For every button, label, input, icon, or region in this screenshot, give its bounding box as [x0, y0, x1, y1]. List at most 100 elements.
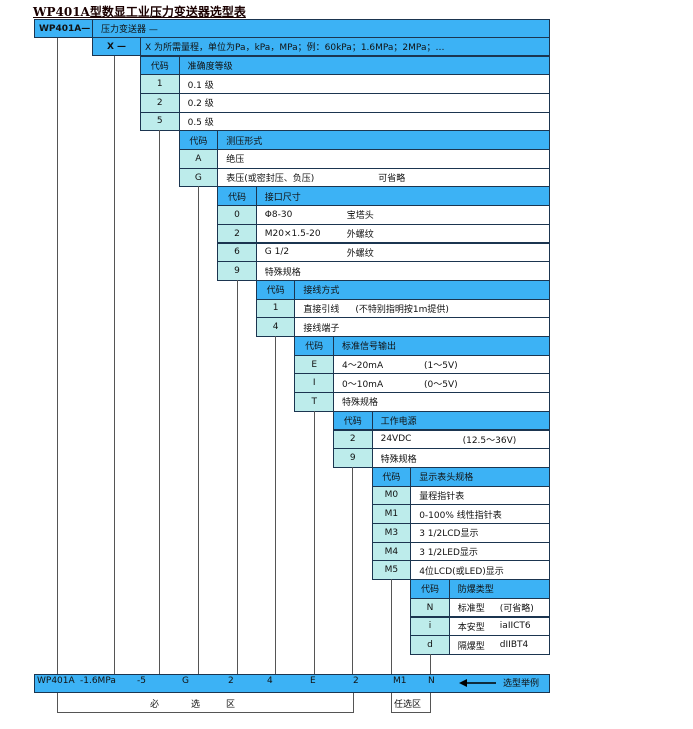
- option-desc: 表压(或密封压、负压) 可省略: [218, 167, 550, 188]
- page-title: WP401A型数显工业压力变送器选型表: [33, 5, 246, 19]
- option-text: 3 1/2LED显示: [419, 548, 478, 559]
- option-desc: 0-100% 线性指针表: [411, 504, 550, 524]
- option-desc: 4位LCD(或LED)显示: [411, 560, 550, 581]
- example-code: WP401A: [37, 676, 75, 686]
- option-text: G 1/2: [264, 247, 290, 258]
- option-text: 0.1 级: [187, 80, 214, 91]
- option-note: (0～5V): [424, 379, 458, 390]
- option-text: 接线端子: [303, 323, 340, 334]
- option-text: 特殊规格: [380, 454, 417, 465]
- option-text: 特殊规格: [342, 398, 379, 409]
- option-text: 绝压: [226, 155, 245, 166]
- option-code: I: [294, 373, 334, 394]
- example-code: G: [182, 676, 189, 686]
- option-code: 4: [255, 317, 296, 337]
- block-title: 接线方式: [294, 279, 550, 300]
- option-desc: 量程指针表: [411, 485, 550, 506]
- required-zone-char: 区: [226, 700, 236, 710]
- block-title: 接口尺寸: [255, 186, 550, 207]
- option-desc: G 1/2 外螺纹: [256, 242, 550, 263]
- option-text: 0.2 级: [187, 99, 214, 110]
- connector-line: [275, 336, 276, 674]
- option-desc: 0.1 级: [179, 74, 550, 94]
- example-code: M1: [393, 676, 407, 686]
- code-header: 代码: [217, 186, 257, 207]
- connector-line: [237, 279, 238, 674]
- option-desc: 本安型 iaIICT6: [449, 616, 550, 637]
- option-code: A: [178, 149, 219, 169]
- code-header: 代码: [294, 336, 334, 356]
- option-note: dIIBT4: [499, 640, 529, 651]
- option-desc: 特殊规格: [372, 448, 550, 468]
- option-text: 0.5 级: [187, 117, 214, 128]
- option-code: 5: [140, 111, 180, 132]
- option-note: 可省略: [378, 174, 406, 185]
- option-code: T: [294, 392, 334, 412]
- example-code: 2: [228, 676, 234, 686]
- option-text: 3 1/2LCD显示: [419, 529, 479, 540]
- option-note: 外螺纹: [346, 230, 374, 241]
- block-title: 防爆类型: [448, 579, 550, 599]
- range-code: X —: [92, 37, 141, 56]
- option-desc: 0.2 级: [179, 92, 550, 113]
- option-text: 0-100% 线性指针表: [419, 510, 502, 521]
- option-text: 本安型: [457, 622, 485, 633]
- example-bar: [34, 674, 550, 693]
- model-code: WP401A—: [34, 19, 93, 38]
- option-text: 4～20mA: [342, 361, 384, 372]
- block-title: 准确度等级: [178, 55, 550, 76]
- example-code: N: [428, 676, 435, 686]
- option-code: M5: [371, 560, 412, 581]
- option-text: M20×1.5-20: [264, 228, 321, 239]
- option-text: 标准型: [457, 604, 485, 615]
- option-code: M1: [371, 504, 412, 524]
- option-code: G: [178, 167, 219, 188]
- option-text: 表压(或密封压、负压): [226, 174, 315, 185]
- option-code: d: [410, 635, 450, 655]
- required-bracket-bottom: [57, 712, 354, 713]
- connector-line: [314, 410, 315, 674]
- optional-bracket: [391, 693, 431, 713]
- required-zone-char: 选: [191, 700, 201, 710]
- model-desc: 压力变送器 —: [92, 19, 550, 38]
- option-desc: M20×1.5-20 外螺纹: [256, 223, 550, 244]
- connector-line: [114, 56, 115, 674]
- option-code: M3: [371, 523, 412, 543]
- optional-zone-label: 任选区: [394, 700, 422, 710]
- option-desc: 绝压: [218, 149, 550, 169]
- block-title: 标准信号输出: [333, 336, 550, 356]
- connector-line: [352, 466, 353, 674]
- option-code: 9: [217, 261, 257, 281]
- option-code: 1: [140, 74, 180, 94]
- option-note: (可省略): [499, 604, 534, 615]
- required-zone-char: 必: [150, 700, 160, 710]
- example-code: -5: [137, 676, 146, 686]
- option-text: 4位LCD(或LED)显示: [419, 566, 504, 577]
- option-desc: 直接引线 (不特别指明按1m提供): [295, 298, 550, 319]
- option-text: 量程指针表: [419, 491, 465, 502]
- option-code: N: [410, 597, 450, 618]
- option-code: M0: [371, 485, 412, 506]
- option-note: iaIICT6: [499, 621, 531, 632]
- example-code: 4: [267, 676, 273, 686]
- option-code: 2: [333, 429, 373, 450]
- left-arrow-icon: [459, 678, 497, 691]
- option-code: M4: [371, 541, 412, 562]
- option-code: 0: [217, 205, 257, 225]
- option-code: 9: [333, 448, 373, 468]
- connector-line: [57, 38, 58, 674]
- block-title: 显示表头规格: [410, 466, 550, 487]
- option-desc: 0～10mA (0～5V): [334, 373, 550, 394]
- code-header: 代码: [333, 410, 373, 431]
- option-desc: 3 1/2LED显示: [411, 541, 550, 562]
- option-note: (1～5V): [424, 361, 458, 372]
- required-bracket-right: [353, 693, 354, 712]
- range-desc: X 为所需量程，单位为Pa，kPa，MPa；例：60kPa；1.6MPa；2MP…: [140, 37, 550, 56]
- code-header: 代码: [140, 55, 180, 76]
- option-desc: 4～20mA (1～5V): [334, 354, 550, 375]
- required-bracket-left: [57, 693, 58, 712]
- code-header: 代码: [371, 466, 412, 487]
- option-note: (12.5～36V): [462, 435, 517, 446]
- option-note: (不特别指明按1m提供): [355, 304, 449, 315]
- connector-line: [430, 653, 431, 674]
